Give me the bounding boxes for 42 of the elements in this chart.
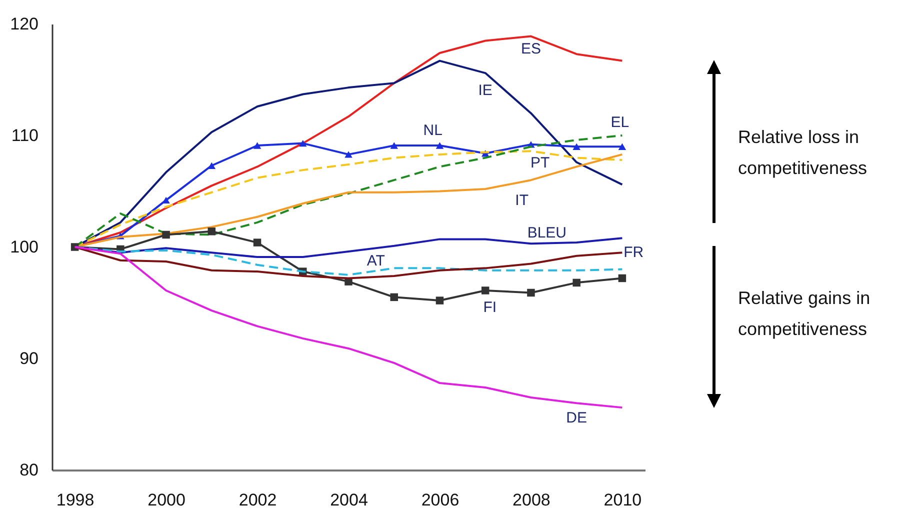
series-label: IE [478, 82, 492, 99]
point [253, 238, 262, 246]
y-tick-label: 120 [10, 14, 38, 34]
series-label: PT [530, 154, 550, 172]
text: Relative loss in competitiveness [738, 126, 868, 180]
x-tick-label: 2000 [148, 490, 186, 510]
point [436, 296, 444, 304]
point [481, 286, 490, 294]
series-label: ES [520, 40, 541, 58]
point [390, 293, 398, 302]
y-tick-label: 90 [20, 349, 38, 368]
series-label: DE [566, 410, 587, 427]
point [618, 274, 626, 282]
point [618, 143, 626, 150]
text: Relative gains in competitiveness [738, 287, 872, 341]
point [208, 162, 216, 169]
point [572, 143, 580, 150]
point [572, 278, 580, 287]
series-label: FR [624, 244, 644, 262]
x-tick-label: 2004 [330, 490, 368, 510]
point [299, 140, 307, 147]
y-tick-label: 110 [11, 126, 38, 145]
point [527, 288, 535, 297]
y-tick-label: 100 [10, 238, 38, 256]
series-label: AT [366, 252, 385, 270]
y-tick-label: 80 [20, 460, 38, 480]
series-label: FI [483, 299, 497, 316]
point [208, 228, 216, 236]
x-tick-label: 2002 [238, 490, 277, 510]
point [162, 230, 170, 239]
point [344, 151, 352, 158]
point [390, 142, 398, 149]
point [253, 142, 262, 149]
x-tick-label: 2008 [512, 490, 550, 510]
x-tick-label: 2010 [604, 490, 642, 510]
series-label: BLEU [527, 224, 567, 242]
point [436, 142, 444, 149]
x-tick-label: 2006 [421, 490, 460, 510]
x-tick-label: 1998 [56, 490, 94, 510]
series-label: IT [515, 192, 529, 210]
series-label: NL [423, 122, 442, 139]
series-label: EL [610, 114, 630, 132]
